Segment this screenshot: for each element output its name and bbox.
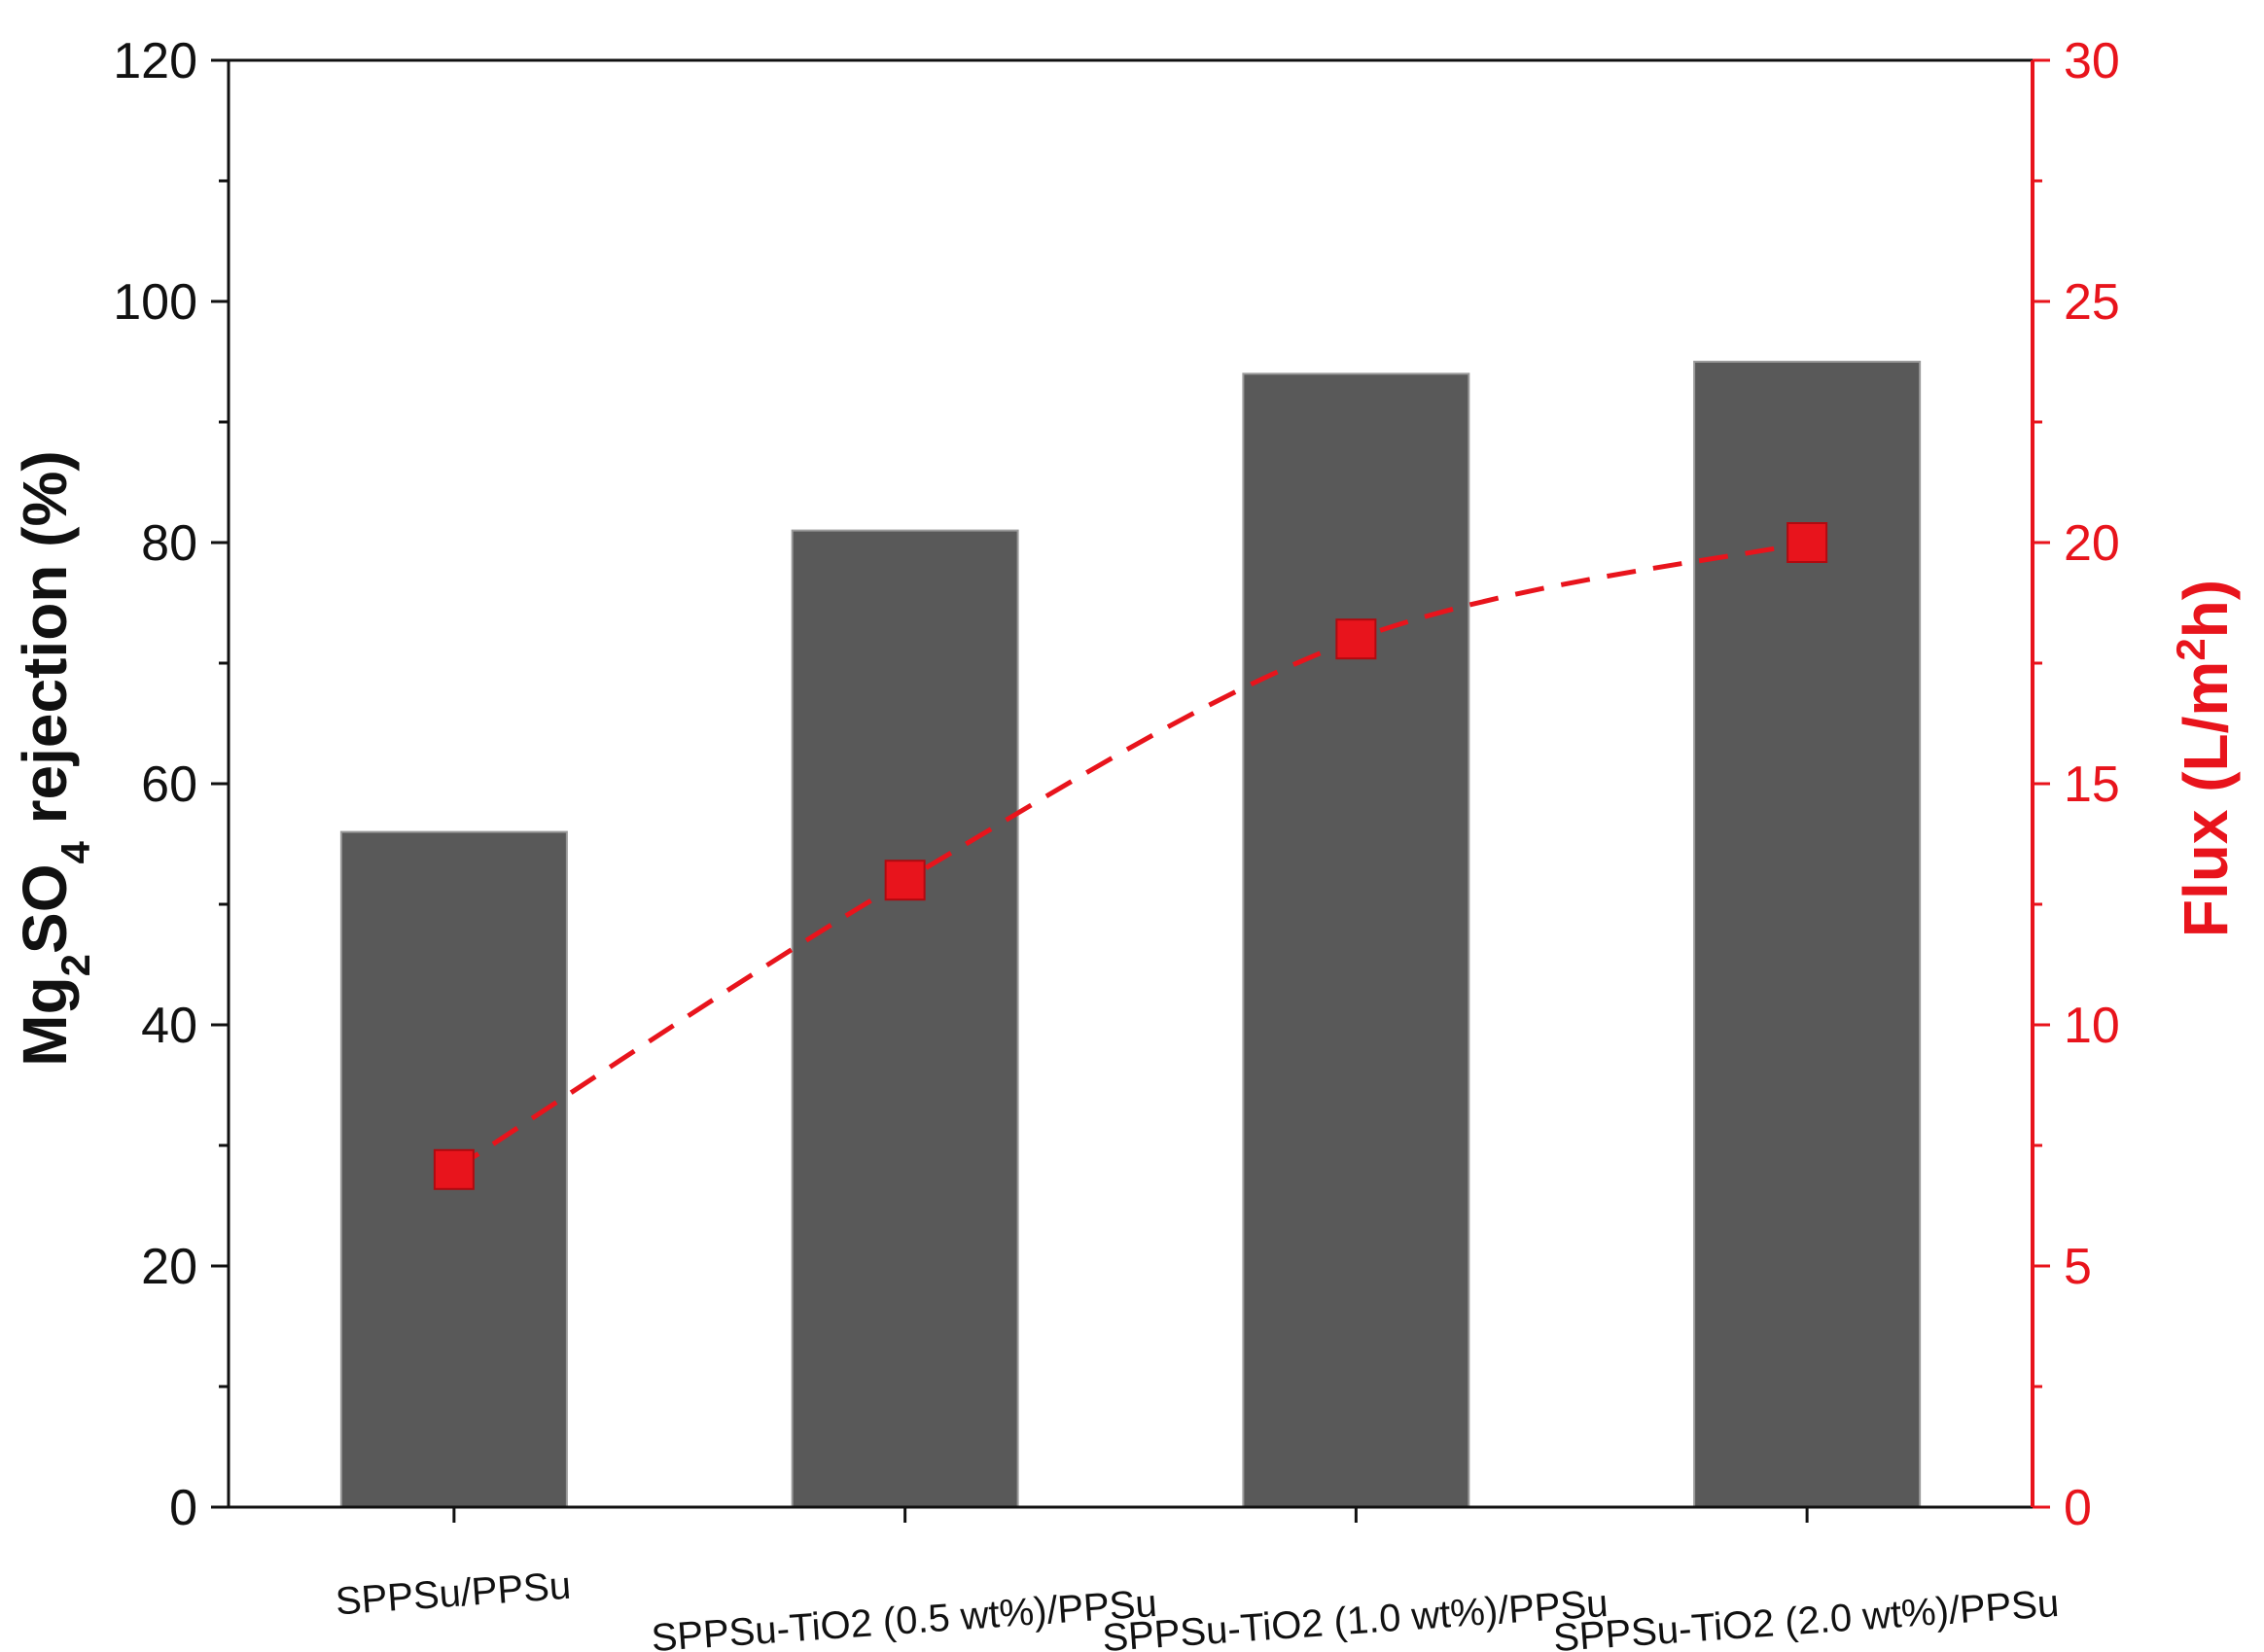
bar-2 xyxy=(791,529,1019,1508)
category-label: SPPSu-TiO2 (2.0 wt%)/PPSu xyxy=(1552,1582,2061,1652)
category-label: SPPSu-TiO2 (0.5 wt%)/PPSu xyxy=(650,1582,1158,1652)
right-tick-label: 10 xyxy=(2064,998,2120,1054)
right-tick-label: 30 xyxy=(2064,33,2120,89)
right-tick-label: 15 xyxy=(2064,756,2120,813)
left-tick-label: 60 xyxy=(141,756,197,813)
left-axis: 0 20 40 60 80 100 120 xyxy=(113,33,229,1536)
flux-series xyxy=(433,522,1828,1190)
right-tick-label: 25 xyxy=(2064,274,2120,331)
category-label: SPPSu/PPSu xyxy=(335,1564,573,1624)
flux-marker-4 xyxy=(1786,522,1828,563)
right-axis: 0 5 10 15 20 25 30 xyxy=(2033,33,2120,1536)
left-tick-label: 80 xyxy=(141,515,197,572)
left-tick-label: 20 xyxy=(141,1239,197,1295)
left-tick-label: 40 xyxy=(141,998,197,1054)
left-axis-title: Mg2SO4 rejection (%) xyxy=(10,450,98,1066)
x-axis: SPPSu/PPSu SPPSu-TiO2 (0.5 wt%)/PPSuSPPSu… xyxy=(335,1507,2061,1652)
right-tick-label: 5 xyxy=(2064,1239,2092,1295)
right-axis-title: Flux (L/m2h) xyxy=(2168,580,2242,937)
left-tick-label: 100 xyxy=(113,274,197,331)
flux-line xyxy=(452,540,1808,1172)
right-tick-label: 20 xyxy=(2064,515,2120,572)
left-tick-label: 120 xyxy=(113,33,197,89)
flux-marker-2 xyxy=(884,860,926,901)
left-tick-label: 0 xyxy=(169,1480,197,1536)
category-label: SPPSu-TiO2 (1.0 wt%)/PPSu xyxy=(1101,1582,1610,1652)
right-tick-label: 0 xyxy=(2064,1480,2092,1536)
flux-marker-3 xyxy=(1335,618,1377,660)
flux-marker-1 xyxy=(433,1148,475,1190)
bar-3 xyxy=(1242,372,1470,1508)
bar-series xyxy=(339,361,1922,1508)
plot-area: 0 20 40 60 80 100 120 0 5 10 15 20 25 30 SPPSu/PPSu S… xyxy=(113,33,2120,1652)
